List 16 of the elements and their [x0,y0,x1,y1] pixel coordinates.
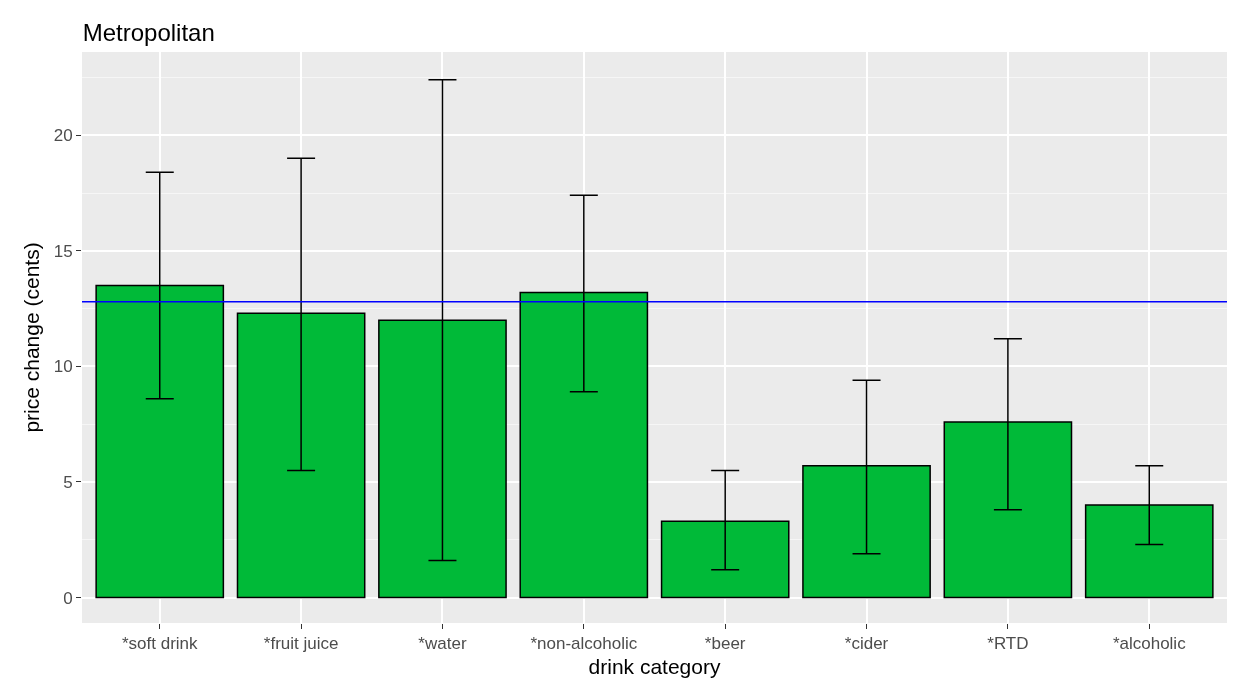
y-tick-label: 0 [63,588,73,608]
x-tick-label: *cider [844,634,889,654]
x-axis-title: drink category [588,654,721,678]
x-tick-label: *alcoholic [1112,634,1187,654]
chart-title: Metropolitan [82,19,215,47]
y-tick-label: 10 [53,357,73,377]
x-tick-label: *beer [704,634,746,654]
x-tick-label: *water [418,634,467,654]
y-tick-label: 20 [53,126,73,146]
x-tick-label: *RTD [987,634,1029,654]
x-tick-label: *fruit juice [263,634,339,654]
y-tick-label: 15 [53,241,73,261]
x-tick-label: *soft drink [121,634,199,654]
y-axis-title: price change (cents) [19,242,43,433]
x-tick-label: *non-alcoholic [530,634,638,654]
y-tick-label: 5 [63,472,73,492]
